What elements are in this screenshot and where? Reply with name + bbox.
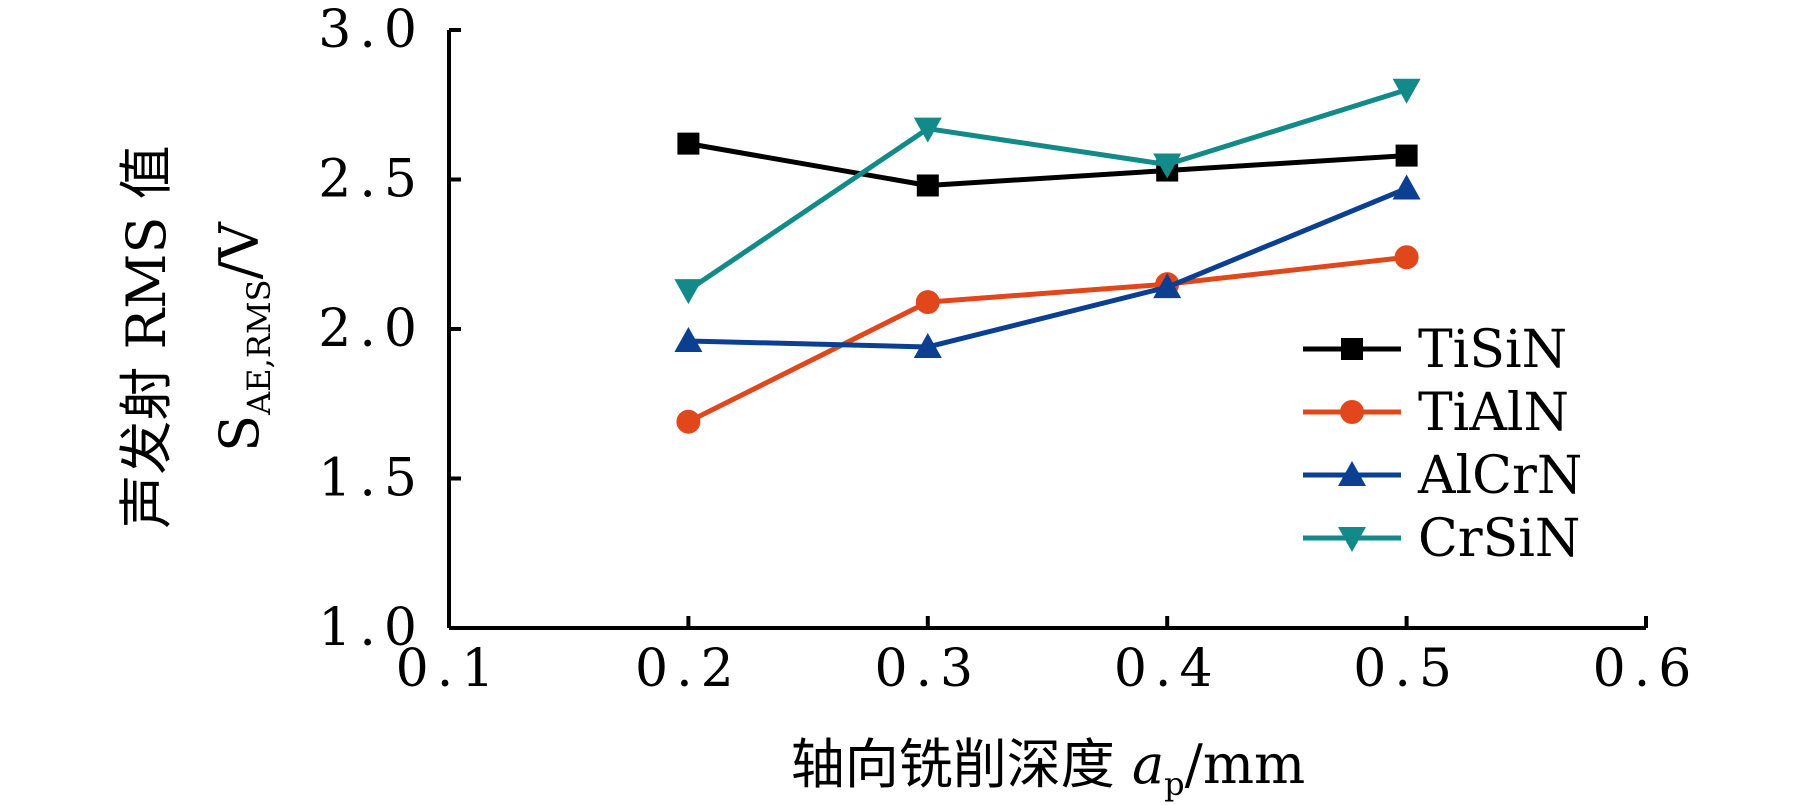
series-line-tisin (687, 141, 1407, 188)
series-line-tialn (687, 254, 1407, 424)
data-point-crsin (913, 117, 942, 143)
legend-label-tisin: TiSiN (1418, 320, 1567, 380)
legend-marker-tialn (1340, 400, 1364, 424)
data-point-crsin (1153, 153, 1182, 179)
data-point-tisin (916, 174, 939, 197)
series-crsin (674, 78, 1421, 305)
x-tick-label: 0.3 (874, 639, 981, 699)
data-point-alcrn (674, 326, 703, 352)
legend-label-tialn: TiAlN (1418, 383, 1569, 443)
x-axis-title-prefix: 轴向铣削深度 (791, 733, 1132, 796)
legend-label-alcrn: AlCrN (1417, 446, 1582, 506)
y-axis-title-var: S (208, 415, 271, 452)
legend-marker-tisin (1341, 338, 1363, 360)
legend-item-tisin: TiSiN (1303, 320, 1567, 380)
x-tick-label: 0.4 (1114, 639, 1221, 699)
y-axis-title-suffix: /V (208, 221, 271, 279)
data-point-tialn (915, 290, 940, 315)
y-axis-title-sub: AE,RMS (240, 279, 278, 415)
data-point-alcrn (1392, 174, 1421, 200)
data-point-alcrn (1153, 273, 1182, 299)
x-tick-label: 0.6 (1593, 639, 1700, 699)
x-tick-label: 0.2 (635, 639, 742, 699)
x-tick-label: 0.1 (396, 639, 503, 699)
series-tialn (676, 245, 1419, 434)
legend-label-crsin: CrSiN (1418, 509, 1580, 569)
legend-item-crsin: CrSiN (1303, 509, 1580, 569)
x-axis-title: 轴向铣削深度 ap/mm (791, 733, 1305, 803)
y-axis-title-line1: 声发射 RMS 值 (115, 145, 178, 528)
data-point-crsin (674, 279, 703, 305)
y-tick-label: 3.0 (318, 0, 425, 60)
x-tick-label: 0.5 (1353, 639, 1460, 699)
x-axis-title-sub: p (1164, 765, 1184, 803)
data-point-tisin (1395, 144, 1418, 167)
data-point-alcrn (913, 332, 942, 358)
series-layer (674, 78, 1421, 434)
y-tick-label: 2.5 (318, 150, 425, 210)
x-axis-title-suffix: /mm (1185, 733, 1306, 796)
series-alcrn (674, 174, 1421, 358)
y-tick-label: 2.0 (318, 299, 425, 359)
series-tisin (677, 132, 1418, 197)
series-line-crsin (687, 87, 1408, 293)
legend-marker-crsin (1338, 527, 1366, 552)
data-point-crsin (1392, 78, 1421, 104)
series-line-alcrn (688, 186, 1408, 350)
data-point-tialn (676, 409, 701, 434)
ticks: 0.1 0.2 0.3 0.4 0.5 0.6 1.0 1.5 2.0 2.5 3.0 (318, 0, 1700, 699)
data-point-tialn (1394, 245, 1419, 270)
y-tick-label: 1.0 (318, 598, 425, 658)
y-axis-title-line2: SAE,RMS/V (208, 221, 278, 452)
y-tick-label: 1.5 (318, 449, 425, 509)
legend-item-alcrn: AlCrN (1303, 446, 1582, 506)
legend-marker-alcrn (1338, 461, 1366, 486)
legend-item-tialn: TiAlN (1303, 383, 1569, 443)
x-axis-title-var: a (1132, 733, 1164, 796)
data-point-tisin (677, 132, 700, 155)
